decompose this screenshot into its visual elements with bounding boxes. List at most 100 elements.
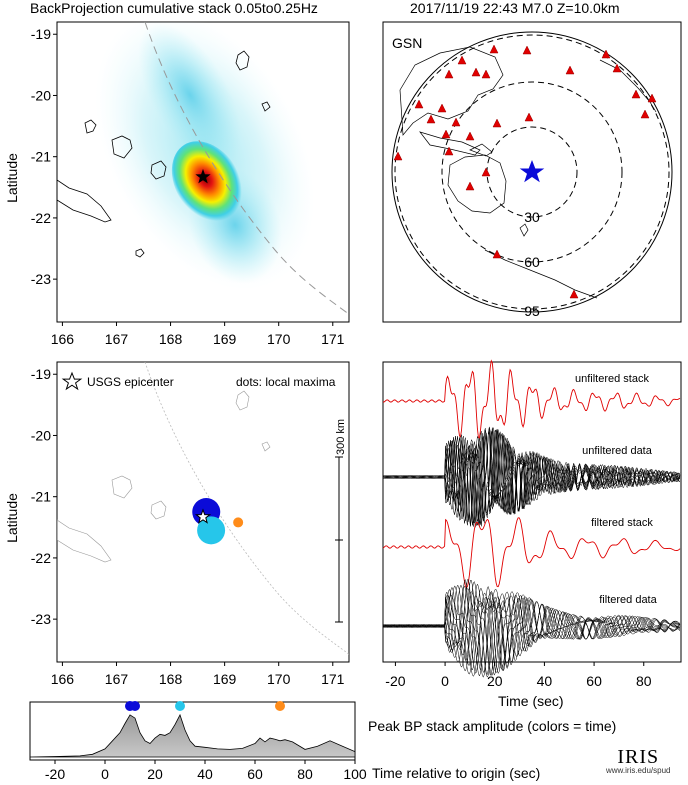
timeline-area <box>29 713 356 758</box>
traces-frame <box>382 361 682 663</box>
lat-tick-label: -20 <box>31 427 51 443</box>
unfiltered-data-trace <box>382 431 681 527</box>
lon-tick-label: 167 <box>105 331 129 347</box>
trace-label-filtered-stack: filtered stack <box>591 517 653 529</box>
coast-alaska <box>599 59 657 113</box>
coast-new-caledonia <box>57 179 112 223</box>
coast-nz <box>519 223 529 237</box>
timeline-xlabel: Time relative to origin (sec) <box>372 765 541 781</box>
coast-australia <box>447 154 507 214</box>
station-triangles <box>393 44 657 299</box>
timeline-title: Peak BP stack amplitude (colors = time) <box>368 718 617 734</box>
maxima-epicenter-star <box>194 508 212 524</box>
coast-island-1 <box>235 50 250 71</box>
lat-tick-label: -23 <box>31 611 51 627</box>
coast-faint-3 <box>150 500 167 520</box>
unfiltered-data-trace <box>382 430 681 527</box>
filtered-stack-trace <box>382 517 681 589</box>
right-title: 2017/11/19 22:43 M7.0 Z=10.0km <box>410 0 620 16</box>
epicenter-star <box>195 168 211 184</box>
maxima-panel: 166 167 168 169 170 171 -19 -20 -21 -22 -23 <box>31 361 350 687</box>
coast-faint-5 <box>261 441 271 452</box>
scale-bar <box>335 456 343 623</box>
lon-tick-label: 166 <box>51 671 75 687</box>
globe-epicenter-star <box>519 160 545 183</box>
trench-line <box>144 22 349 315</box>
globe-outline <box>391 31 673 313</box>
maxima-dot <box>197 516 226 545</box>
legend-star-icon <box>61 371 83 391</box>
ring-label-95: 95 <box>524 303 540 319</box>
coast-island-5 <box>150 160 167 180</box>
lat-tick-label: -22 <box>31 550 51 566</box>
lat-tick-label: -20 <box>31 87 51 103</box>
coast-island-3 <box>84 119 97 134</box>
timeline-panel: -20 0 20 40 60 80 100 <box>29 701 367 782</box>
ring-label-30: 30 <box>524 209 540 225</box>
lon-tick-label: 168 <box>159 331 183 347</box>
heatmap-ylabel: Latitude <box>3 153 20 203</box>
time-tick-label: -20 <box>385 673 405 689</box>
timeline-tick-label: 20 <box>147 766 163 782</box>
legend-epicenter-label: USGS epicenter <box>87 375 174 389</box>
timeline-peak-dot <box>175 701 185 711</box>
ring-95 <box>394 34 670 310</box>
timeline-tick-label: -20 <box>45 766 65 782</box>
coast-asia <box>399 46 504 136</box>
unfiltered-stack-trace <box>383 359 681 439</box>
heatmap-panel: 166 167 168 169 170 171 -19 -20 -21 -22 -23 <box>31 21 350 347</box>
maxima-ylabel: Latitude <box>3 493 20 543</box>
lat-tick-label: -19 <box>31 26 51 42</box>
timeline-peak-dot <box>130 701 140 711</box>
coast-antarctica <box>484 249 598 299</box>
coast-island-4 <box>111 135 133 159</box>
coast-faint-4 <box>57 519 112 563</box>
iris-logo-url: www.iris.edu/spud <box>606 766 671 775</box>
traces-xlabel: Time (sec) <box>498 693 564 709</box>
trace-label-filtered-data: filtered data <box>599 594 657 606</box>
maxima-dot <box>233 517 244 528</box>
filtered-data-trace <box>382 580 681 676</box>
lon-tick-label: 171 <box>321 671 345 687</box>
coast-island-6 <box>135 248 145 258</box>
ring-label-60: 60 <box>524 254 540 270</box>
traces-panel: -20 0 20 40 60 80 <box>382 359 682 689</box>
lat-tick-label: -23 <box>31 271 51 287</box>
time-tick-label: 20 <box>487 673 503 689</box>
heatmap-core <box>171 141 245 225</box>
lon-tick-label: 166 <box>51 331 75 347</box>
lon-tick-label: 169 <box>213 331 237 347</box>
time-tick-label: 0 <box>441 673 449 689</box>
unfiltered-data-trace <box>382 431 681 526</box>
globe-panel <box>382 21 682 323</box>
time-tick-label: 80 <box>636 673 652 689</box>
time-tick-label: 60 <box>586 673 602 689</box>
lon-tick-label: 167 <box>105 671 129 687</box>
timeline-tick-label: 40 <box>197 766 213 782</box>
gsn-label: GSN <box>392 35 422 51</box>
lon-tick-label: 170 <box>267 671 291 687</box>
trace-label-unfiltered-stack: unfiltered stack <box>575 373 649 385</box>
trace-label-unfiltered-data: unfiltered data <box>582 445 653 457</box>
iris-logo-text: IRIS <box>617 746 660 768</box>
scale-bar-label: 300 km <box>335 419 347 455</box>
ring-60 <box>441 81 623 263</box>
coast-faint-1 <box>235 390 250 411</box>
coast-indonesia <box>419 131 493 157</box>
heatmap-lobe-north <box>138 23 242 167</box>
filtered-data-trace <box>382 579 681 672</box>
timeline-tick-label: 0 <box>101 766 109 782</box>
coast-faint-2 <box>111 475 133 499</box>
time-tick-label: 40 <box>537 673 553 689</box>
timeline-tick-label: 100 <box>343 766 367 782</box>
legend-dots-label: dots: local maxima <box>236 375 336 389</box>
lat-tick-label: -22 <box>31 210 51 226</box>
lat-tick-label: -21 <box>31 489 51 505</box>
coast-island-2 <box>261 101 271 112</box>
iris-logo: IRIS www.iris.edu/spud <box>606 746 670 775</box>
trench-line-faint <box>144 362 349 655</box>
timeline-tick-label: 60 <box>247 766 263 782</box>
lon-tick-label: 171 <box>321 331 345 347</box>
lon-tick-label: 168 <box>159 671 183 687</box>
